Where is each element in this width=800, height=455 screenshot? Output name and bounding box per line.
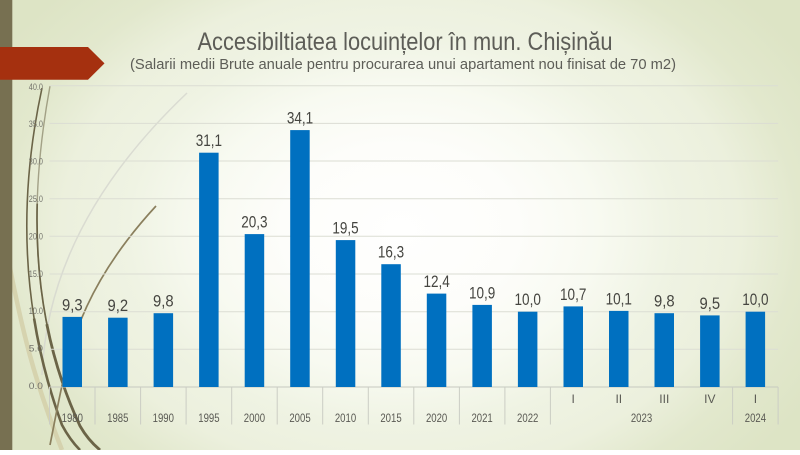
svg-text:10,7: 10,7 (560, 285, 586, 304)
svg-text:2010: 2010 (335, 411, 357, 425)
svg-text:9,2: 9,2 (108, 296, 129, 315)
svg-text:9,8: 9,8 (654, 292, 675, 311)
svg-text:9,5: 9,5 (700, 294, 721, 313)
svg-text:20,3: 20,3 (241, 213, 267, 232)
svg-text:25.0: 25.0 (29, 194, 43, 204)
svg-text:30.0: 30.0 (29, 157, 43, 167)
svg-text:2021: 2021 (471, 411, 493, 425)
svg-text:10.0: 10.0 (29, 306, 43, 316)
svg-text:20.0: 20.0 (29, 231, 43, 241)
svg-text:9,8: 9,8 (153, 292, 174, 311)
svg-text:19,5: 19,5 (332, 219, 358, 238)
svg-text:1980: 1980 (62, 411, 84, 425)
svg-text:10,0: 10,0 (742, 290, 768, 309)
svg-text:2020: 2020 (426, 411, 448, 425)
svg-text:0.0: 0.0 (29, 381, 43, 391)
svg-text:2023: 2023 (631, 411, 653, 425)
svg-text:2022: 2022 (517, 411, 539, 425)
svg-text:1990: 1990 (153, 411, 175, 425)
svg-text:10,1: 10,1 (606, 289, 632, 308)
svg-text:IV: IV (704, 392, 715, 406)
svg-text:5.0: 5.0 (29, 344, 43, 354)
svg-text:10,0: 10,0 (515, 290, 541, 309)
svg-text:II: II (615, 392, 622, 406)
svg-text:2015: 2015 (380, 411, 402, 425)
svg-text:16,3: 16,3 (378, 243, 404, 262)
svg-text:I: I (754, 392, 757, 406)
svg-text:2005: 2005 (289, 411, 311, 425)
svg-text:15.0: 15.0 (29, 269, 43, 279)
svg-text:1995: 1995 (198, 411, 220, 425)
svg-text:34,1: 34,1 (287, 109, 313, 128)
svg-text:1985: 1985 (107, 411, 129, 425)
svg-text:2024: 2024 (745, 411, 767, 425)
svg-text:10,9: 10,9 (469, 283, 495, 302)
svg-text:III: III (659, 392, 669, 406)
svg-text:31,1: 31,1 (196, 131, 222, 150)
svg-text:Accesibiltiatea locuințelor în: Accesibiltiatea locuințelor în mun. Chiș… (198, 28, 613, 56)
svg-text:I: I (572, 392, 575, 406)
svg-text:35.0: 35.0 (29, 119, 43, 129)
svg-text:12,4: 12,4 (423, 272, 449, 291)
svg-text:9,3: 9,3 (62, 295, 83, 314)
svg-text:40.0: 40.0 (29, 82, 43, 92)
svg-text:(Salarii medii Brute anuale pe: (Salarii medii Brute anuale pentru procu… (130, 56, 676, 73)
svg-text:2000: 2000 (244, 411, 266, 425)
